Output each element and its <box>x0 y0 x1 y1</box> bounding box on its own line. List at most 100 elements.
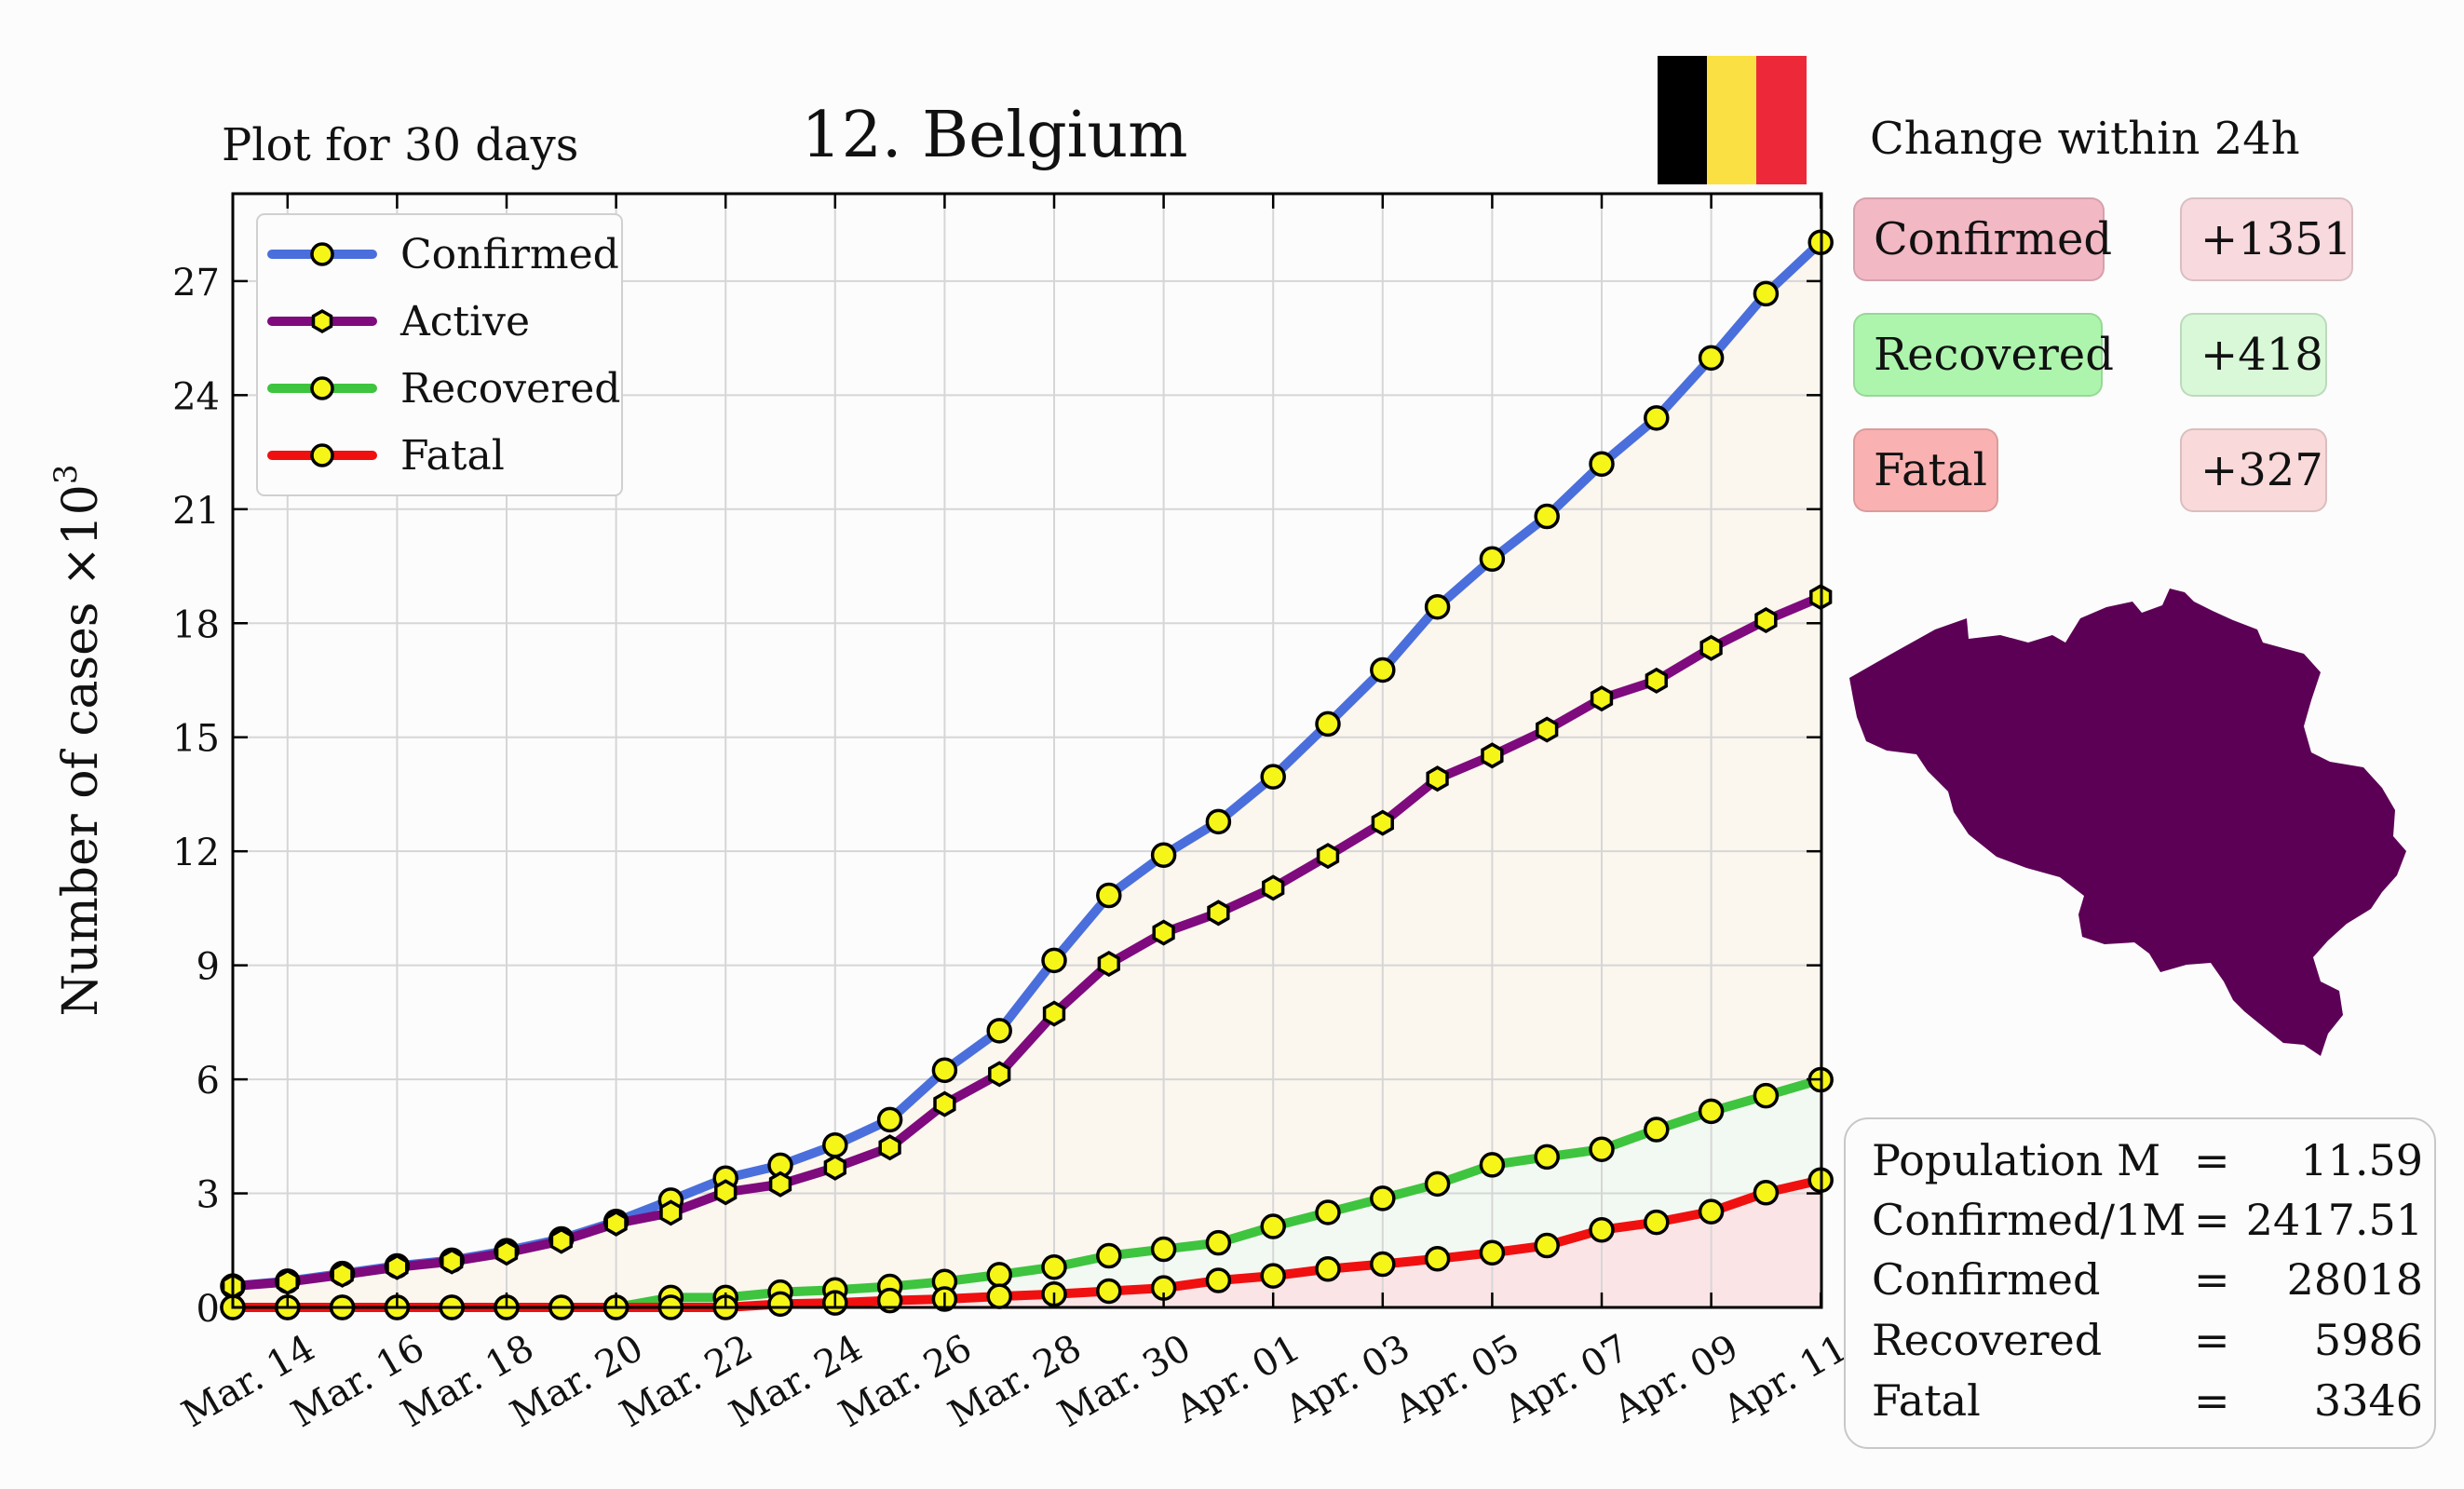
y-axis-label: Number of cases ×103 <box>47 464 109 1016</box>
recovered-change-label: Recovered <box>1853 313 2114 397</box>
point-active <box>1645 667 1668 694</box>
point-active <box>1316 843 1340 870</box>
flag-stripe-yellow <box>1707 56 1757 184</box>
fatal-change-label: Fatal <box>1853 428 1998 512</box>
point-active <box>494 1239 519 1266</box>
point-active <box>1699 634 1723 661</box>
point-active <box>714 1179 738 1206</box>
point-active <box>331 1261 354 1288</box>
point-recovered <box>1315 1199 1341 1225</box>
point-confirmed <box>1753 280 1780 307</box>
point-recovered <box>1205 1229 1232 1256</box>
period-label: Plot for 30 days <box>222 119 578 171</box>
axis-ticks <box>233 194 1822 1309</box>
stat-row-recovered: Recovered = 5986 <box>1872 1310 2423 1370</box>
stat-equals: = <box>2194 1315 2230 1365</box>
point-fatal <box>1260 1263 1286 1289</box>
y-tick-label: 27 <box>172 262 220 305</box>
legend: Confirmed Active Recovered Fatal <box>256 213 623 496</box>
belgium-map-shape <box>1849 589 2406 1056</box>
point-confirmed <box>1424 593 1451 620</box>
area-confirmed <box>233 242 1821 1307</box>
stat-label: Fatal <box>1872 1375 1981 1426</box>
point-active <box>1590 685 1614 712</box>
grid-lines <box>233 194 1822 1308</box>
y-tick-label: 0 <box>196 1288 220 1331</box>
point-active <box>1262 874 1285 901</box>
x-tick-label: Apr. 11 <box>1715 1327 1855 1432</box>
point-fatal <box>1205 1267 1232 1293</box>
stat-value: 28018 <box>2286 1254 2423 1305</box>
flag-stripe-black <box>1658 56 1708 184</box>
y-tick-label: 12 <box>172 832 220 874</box>
point-fatal <box>1370 1251 1396 1278</box>
point-active <box>659 1199 683 1226</box>
belgium-map-icon <box>1849 589 2406 1056</box>
point-fatal <box>1753 1179 1780 1206</box>
recovered-change-value: +418 <box>2180 313 2327 397</box>
point-recovered <box>1096 1242 1122 1269</box>
y-tick-label: 6 <box>196 1060 220 1103</box>
point-active <box>1042 1000 1066 1027</box>
point-active <box>1371 809 1394 836</box>
stat-value: 11.59 <box>2300 1135 2423 1185</box>
point-active <box>988 1061 1011 1088</box>
stat-row-population: Population M = 11.59 <box>1872 1130 2423 1190</box>
point-confirmed <box>1589 451 1615 477</box>
y-tick-label: 21 <box>172 490 220 533</box>
stat-row-confirmed: Confirmed = 28018 <box>1872 1250 2423 1309</box>
legend-marker-fatal <box>310 443 334 467</box>
point-confirmed <box>1205 808 1232 835</box>
point-fatal <box>767 1291 793 1318</box>
x-tick-label: Apr. 03 <box>1278 1327 1417 1432</box>
point-confirmed <box>876 1106 903 1133</box>
y-axis-label-text: Number of cases ×10 <box>53 484 109 1016</box>
y-tick-labels: 0 3 6 9 12 15 18 21 24 27 <box>172 262 220 1331</box>
point-active <box>440 1248 464 1275</box>
point-recovered <box>1479 1152 1506 1178</box>
fatal-change-value: +327 <box>2180 428 2327 512</box>
stat-equals: = <box>2194 1375 2230 1426</box>
point-active <box>386 1253 409 1280</box>
point-active <box>604 1210 628 1237</box>
point-confirmed <box>1698 345 1725 372</box>
point-recovered <box>1370 1185 1396 1212</box>
point-active <box>1152 919 1175 946</box>
area-recovered <box>233 1079 1821 1307</box>
point-active <box>1536 716 1559 743</box>
point-confirmed <box>1315 711 1341 738</box>
point-active <box>1481 742 1504 769</box>
change-panel-title: Change within 24h <box>1870 113 2300 165</box>
point-confirmed <box>1534 503 1560 530</box>
point-fatal <box>986 1283 1012 1309</box>
point-recovered <box>1589 1136 1615 1162</box>
point-fatal <box>1698 1198 1725 1225</box>
y-tick-label: 18 <box>172 603 220 646</box>
y-tick-label: 9 <box>196 946 220 989</box>
point-confirmed <box>1150 842 1177 869</box>
plot-frame <box>231 192 1823 1309</box>
y-axis-label-exponent: 3 <box>47 464 85 484</box>
series-fills <box>233 242 1821 1307</box>
area-fatal <box>233 1180 1821 1307</box>
legend-label-active: Active <box>399 298 530 345</box>
stat-value: 2417.51 <box>2245 1195 2423 1245</box>
point-recovered <box>986 1262 1012 1288</box>
legend-label-confirmed: Confirmed <box>400 231 619 278</box>
point-recovered <box>1260 1213 1286 1239</box>
point-fatal <box>1644 1209 1670 1236</box>
point-active <box>1426 765 1449 792</box>
point-confirmed <box>1370 657 1396 684</box>
point-confirmed <box>1041 947 1067 974</box>
stat-label: Confirmed/1M <box>1872 1195 2186 1245</box>
point-confirmed <box>1260 764 1286 790</box>
point-active <box>549 1227 573 1254</box>
legend-label-recovered: Recovered <box>400 365 620 413</box>
stat-equals: = <box>2194 1254 2230 1305</box>
x-tick-label: Apr. 07 <box>1496 1327 1636 1432</box>
stat-row-fatal: Fatal = 3346 <box>1872 1371 2423 1430</box>
point-recovered <box>1698 1098 1725 1125</box>
point-recovered <box>1041 1253 1067 1280</box>
